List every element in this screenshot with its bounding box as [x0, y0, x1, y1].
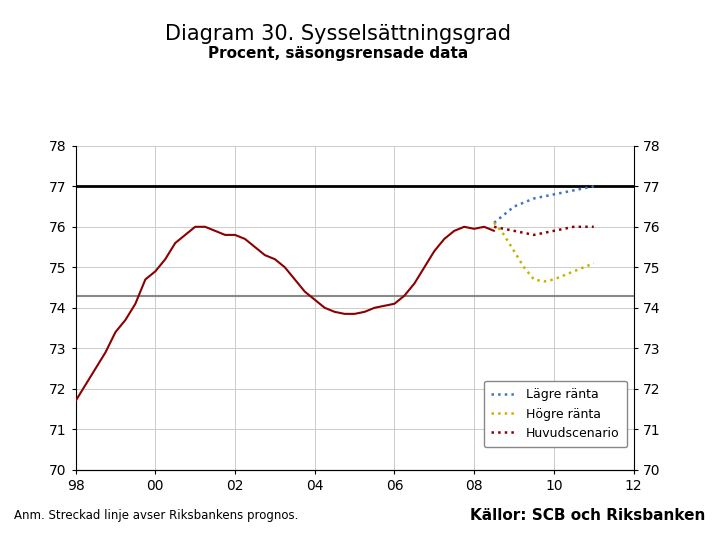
Text: SVERIGES
RIKSBANK: SVERIGES RIKSBANK	[630, 51, 674, 70]
Text: Diagram 30. Sysselsättningsgrad: Diagram 30. Sysselsättningsgrad	[166, 24, 511, 44]
Text: Anm. Streckad linje avser Riksbankens prognos.: Anm. Streckad linje avser Riksbankens pr…	[14, 509, 299, 522]
Legend: Lägre ränta, Högre ränta, Huvudscenario: Lägre ränta, Högre ränta, Huvudscenario	[484, 381, 627, 447]
Text: Procent, säsongsrensade data: Procent, säsongsrensade data	[208, 46, 469, 61]
Text: Källor: SCB och Riksbanken: Källor: SCB och Riksbanken	[470, 508, 706, 523]
